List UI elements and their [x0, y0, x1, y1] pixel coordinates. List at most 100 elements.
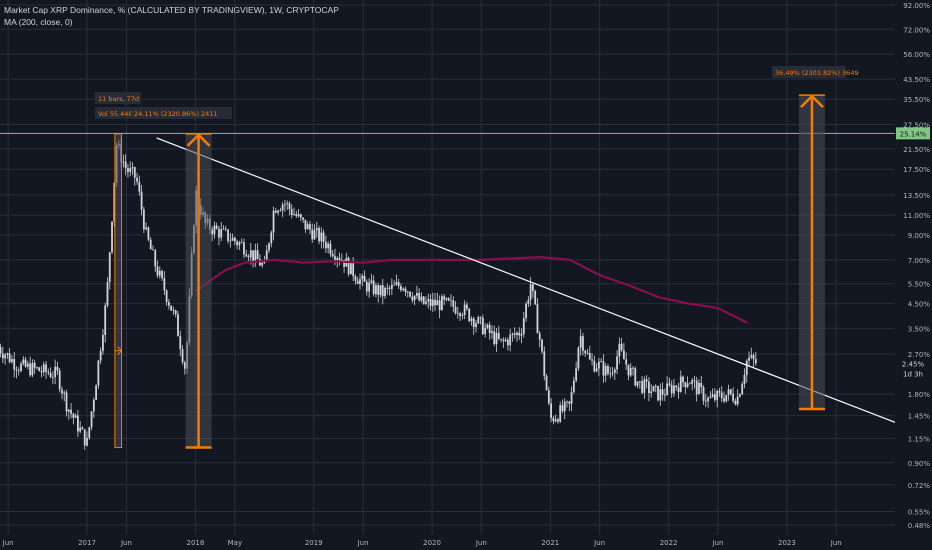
candle-body — [138, 181, 141, 192]
y-tick-label: 7.00% — [908, 257, 931, 265]
candle-body — [411, 296, 414, 301]
price-axis[interactable] — [895, 0, 932, 535]
candle-body — [243, 242, 245, 255]
candle-body — [484, 327, 487, 335]
candle-body — [659, 389, 662, 401]
candle-body — [227, 229, 229, 241]
candle-body — [218, 228, 220, 238]
candle-body — [40, 371, 43, 373]
candle-body — [20, 363, 22, 371]
candle-body — [754, 359, 757, 364]
candle-body — [711, 394, 714, 397]
candle-body — [604, 366, 607, 376]
candle-body — [183, 362, 186, 369]
candle-body — [652, 386, 655, 392]
y-tick-label: 9.00% — [908, 232, 931, 240]
candle-body — [534, 290, 537, 305]
x-tick-label: 2018 — [187, 539, 205, 547]
candle-body — [479, 317, 482, 318]
candle-body — [1, 353, 4, 359]
candle-body — [375, 285, 377, 295]
candle-body — [343, 260, 345, 267]
candle-body — [670, 384, 673, 394]
candle-body — [495, 332, 498, 345]
candle-body — [254, 250, 257, 261]
y-tick-label: 5.50% — [908, 281, 931, 289]
candle-body — [88, 427, 91, 438]
candle-body — [641, 381, 643, 393]
y-tick-label: 35.50% — [903, 96, 930, 104]
candle-body — [90, 411, 93, 428]
candle-body — [404, 288, 407, 293]
candle-body — [466, 304, 468, 309]
x-tick-label: Jun — [475, 539, 487, 547]
ma-indicator-label[interactable]: MA (200, close, 0) — [4, 17, 73, 27]
candle-body — [468, 308, 471, 321]
candle-body — [256, 250, 259, 259]
candle-body — [163, 278, 166, 291]
candle-body — [673, 385, 675, 394]
candle-body — [718, 391, 721, 393]
candle-body — [38, 367, 41, 372]
candle-body — [554, 419, 557, 422]
candle-body — [172, 310, 175, 312]
y-tick-label: 92.00% — [903, 2, 930, 10]
candle-body — [450, 300, 452, 302]
grid — [0, 0, 895, 535]
candle-body — [497, 332, 500, 339]
candle-body — [211, 229, 214, 235]
candle-body — [213, 225, 216, 235]
candle-body — [563, 401, 566, 412]
candle-body — [593, 360, 596, 372]
candle-body — [306, 224, 309, 230]
candle-body — [536, 304, 539, 334]
candle-body — [102, 334, 104, 352]
x-tick-label: May — [228, 539, 242, 547]
candle-body — [491, 331, 493, 334]
candle-body — [31, 362, 34, 376]
candle-body — [95, 385, 97, 400]
candle-body — [493, 331, 496, 345]
candle-body — [274, 210, 277, 213]
candle-body — [725, 394, 728, 402]
candle-body — [386, 287, 389, 289]
candle-body — [108, 252, 111, 283]
candle-body — [638, 381, 641, 382]
candle-body — [127, 167, 129, 172]
candle-body — [13, 359, 16, 370]
candle-body — [297, 214, 300, 217]
x-tick-label: 2021 — [541, 539, 559, 547]
candle-body — [170, 305, 173, 311]
candle-body — [290, 208, 293, 215]
candle-body — [313, 230, 316, 240]
candle-body — [181, 349, 184, 363]
candle-body — [140, 191, 143, 210]
candle-body — [131, 167, 134, 169]
candle-body — [229, 240, 232, 242]
candle-body — [584, 350, 587, 354]
candle-body — [418, 292, 421, 301]
candle-body — [284, 203, 286, 205]
candle-body — [693, 380, 696, 382]
candle-body — [72, 413, 75, 418]
candle-body — [500, 338, 502, 340]
x-tick-label: 2022 — [660, 539, 678, 547]
candle-body — [286, 203, 289, 204]
candle-body — [145, 227, 148, 230]
plot-area[interactable] — [0, 136, 757, 450]
candle-body — [454, 306, 457, 314]
candle-body — [124, 161, 127, 168]
candle-body — [368, 282, 370, 292]
candle-body — [336, 258, 339, 260]
y-tick-label: 0.90% — [908, 460, 931, 468]
candle-body — [158, 270, 161, 276]
time-axis[interactable] — [0, 535, 895, 550]
candle-body — [54, 366, 57, 378]
candle-body — [443, 296, 446, 300]
candle-body — [104, 305, 107, 335]
candle-body — [627, 364, 630, 376]
candle-body — [11, 359, 13, 363]
x-tick-label: Jun — [593, 539, 605, 547]
